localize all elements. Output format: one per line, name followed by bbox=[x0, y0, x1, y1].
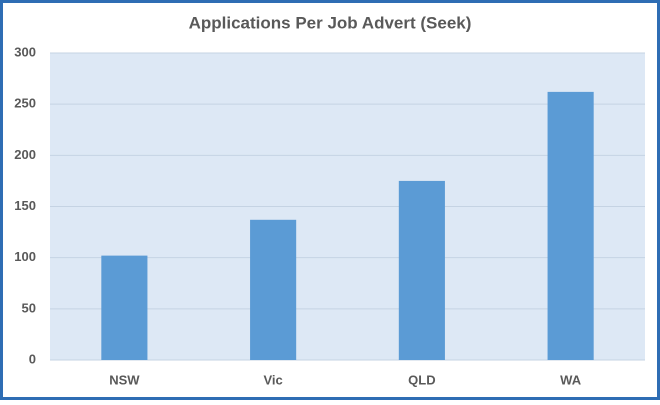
bar bbox=[547, 91, 594, 361]
chart-title: Applications Per Job Advert (Seek) bbox=[189, 13, 472, 32]
bar bbox=[398, 180, 445, 360]
x-tick-label: NSW bbox=[109, 372, 140, 387]
y-tick-label: 200 bbox=[14, 147, 36, 162]
y-tick-label: 50 bbox=[22, 300, 36, 315]
x-tick-label: WA bbox=[560, 372, 582, 387]
y-tick-label: 300 bbox=[14, 44, 36, 59]
bar bbox=[101, 255, 148, 360]
x-tick-label: Vic bbox=[263, 372, 282, 387]
y-tick-label: 250 bbox=[14, 96, 36, 111]
y-tick-label: 0 bbox=[29, 351, 36, 366]
y-tick-label: 150 bbox=[14, 198, 36, 213]
x-tick-label: QLD bbox=[408, 372, 435, 387]
bar bbox=[250, 219, 297, 360]
y-tick-label: 100 bbox=[14, 249, 36, 264]
